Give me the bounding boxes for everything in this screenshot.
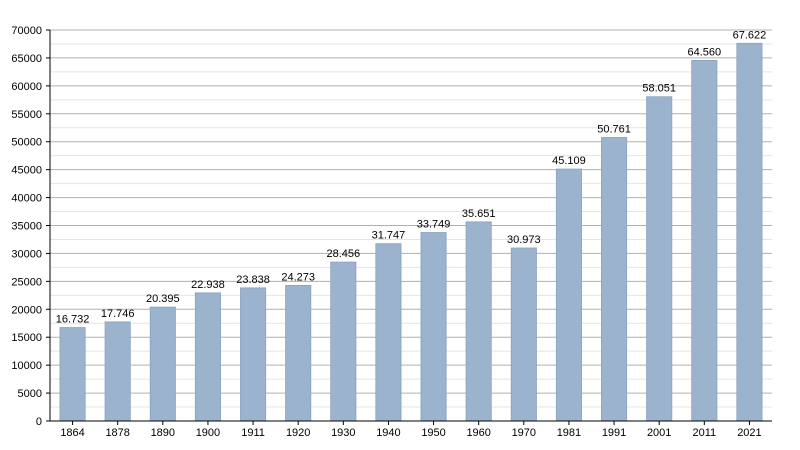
data-label: 16.732: [56, 314, 90, 326]
bar: [240, 287, 267, 422]
y-tick-label: 10000: [11, 360, 42, 372]
y-tick-label: 20000: [11, 304, 42, 316]
x-tick-label: 1900: [196, 427, 220, 439]
x-axis-ticks: 1864 1878 1890 1900 1911 1920 1930 1940 1950 1960…: [60, 421, 762, 439]
data-label: 20.395: [146, 293, 180, 305]
data-labels: 16.732 17.746 20.395 22.938 23.838 24.273 28.4…: [56, 29, 767, 325]
x-tick-label: 1991: [602, 427, 626, 439]
y-tick-label: 25000: [11, 276, 42, 288]
x-tick-label: 1950: [421, 427, 445, 439]
bar: [736, 42, 763, 422]
bar: [646, 96, 673, 422]
bar: [104, 321, 131, 422]
data-label: 64.560: [687, 46, 721, 58]
x-tick-label: 1940: [376, 427, 400, 439]
data-label: 17.746: [101, 308, 135, 320]
x-tick-label: 1911: [241, 427, 265, 439]
x-tick-label: 1920: [286, 427, 310, 439]
y-tick-label: 35000: [11, 221, 42, 233]
bar: [601, 137, 628, 422]
bar: [285, 285, 312, 422]
bar: [420, 232, 447, 422]
data-label: 45.109: [552, 155, 586, 167]
bar: [691, 59, 718, 422]
y-tick-label: 55000: [11, 109, 42, 121]
x-tick-label: 1890: [151, 427, 175, 439]
bar: [194, 292, 221, 422]
data-label: 23.838: [236, 274, 270, 286]
bar: [465, 221, 492, 422]
data-label: 24.273: [281, 271, 315, 283]
x-tick-label: 2001: [647, 427, 671, 439]
data-label: 67.622: [733, 29, 767, 41]
y-tick-label: 0: [36, 416, 42, 428]
data-label: 31.747: [372, 230, 406, 242]
x-tick-label: 1981: [557, 427, 581, 439]
bar: [149, 306, 176, 422]
y-axis-ticks: 0 5000 10000 15000 20000 25000 30000 35000 40000…: [11, 25, 50, 428]
data-label: 28.456: [326, 248, 360, 260]
bars: [59, 42, 763, 422]
bar: [59, 327, 86, 422]
x-tick-label: 1970: [512, 427, 536, 439]
x-tick-label: 2021: [737, 427, 761, 439]
x-tick-label: 1930: [331, 427, 355, 439]
x-tick-label: 1864: [60, 427, 84, 439]
bar: [510, 247, 537, 422]
bar: [555, 168, 582, 422]
bar: [375, 243, 402, 422]
data-label: 30.973: [507, 234, 541, 246]
axes: [49, 30, 772, 422]
y-tick-label: 65000: [11, 53, 42, 65]
data-label: 35.651: [462, 208, 496, 220]
data-label: 33.749: [417, 218, 451, 230]
y-tick-label: 30000: [11, 248, 42, 260]
data-label: 50.761: [597, 123, 631, 135]
y-tick-label: 60000: [11, 81, 42, 93]
y-tick-label: 15000: [11, 332, 42, 344]
x-tick-label: 1960: [466, 427, 490, 439]
bar: [330, 261, 357, 422]
data-label: 22.938: [191, 279, 225, 291]
x-tick-label: 1878: [105, 427, 129, 439]
data-label: 58.051: [642, 83, 676, 95]
y-tick-label: 50000: [11, 137, 42, 149]
y-tick-label: 70000: [11, 25, 42, 37]
y-tick-label: 40000: [11, 193, 42, 205]
x-tick-label: 2011: [692, 427, 716, 439]
y-tick-label: 5000: [18, 388, 42, 400]
y-tick-label: 45000: [11, 165, 42, 177]
